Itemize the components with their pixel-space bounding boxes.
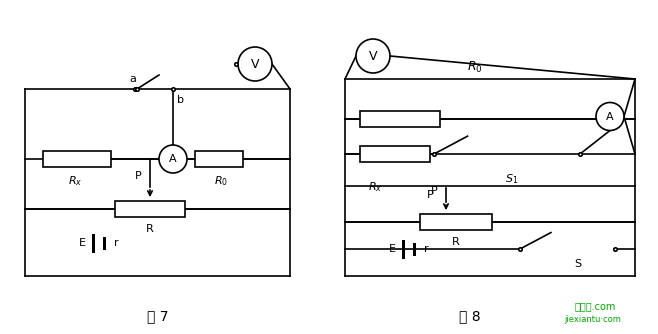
Text: r: r <box>114 237 118 247</box>
Bar <box>360 146 430 162</box>
Bar <box>195 151 243 167</box>
Circle shape <box>159 145 187 173</box>
Text: P: P <box>430 186 438 196</box>
Bar <box>360 111 440 127</box>
Text: P: P <box>426 190 434 200</box>
Text: $R_x$: $R_x$ <box>68 174 82 188</box>
Text: $R_0$: $R_0$ <box>214 174 228 188</box>
Text: 图 7: 图 7 <box>147 309 168 323</box>
Text: jiexiantu·com: jiexiantu·com <box>565 316 621 325</box>
Text: R: R <box>452 237 460 247</box>
Text: b: b <box>177 95 184 105</box>
Text: $S_1$: $S_1$ <box>505 172 519 186</box>
Text: A: A <box>169 154 177 164</box>
Text: S: S <box>574 259 581 269</box>
Text: 图 8: 图 8 <box>459 309 481 323</box>
Text: A: A <box>606 112 614 122</box>
Text: P: P <box>135 171 141 181</box>
Text: a: a <box>130 74 136 84</box>
Circle shape <box>356 39 390 73</box>
Text: V: V <box>368 49 377 62</box>
Bar <box>420 214 492 230</box>
Text: $R_0$: $R_0$ <box>467 59 483 74</box>
Text: V: V <box>251 57 259 70</box>
Text: E: E <box>78 237 86 247</box>
Text: r: r <box>424 244 428 254</box>
Bar <box>43 151 111 167</box>
Bar <box>115 201 185 217</box>
Text: E: E <box>388 244 395 254</box>
Circle shape <box>238 47 272 81</box>
Text: 接线图.com: 接线图.com <box>574 301 616 311</box>
Circle shape <box>596 103 624 131</box>
Text: R: R <box>146 224 154 234</box>
Text: $R_x$: $R_x$ <box>368 180 382 194</box>
